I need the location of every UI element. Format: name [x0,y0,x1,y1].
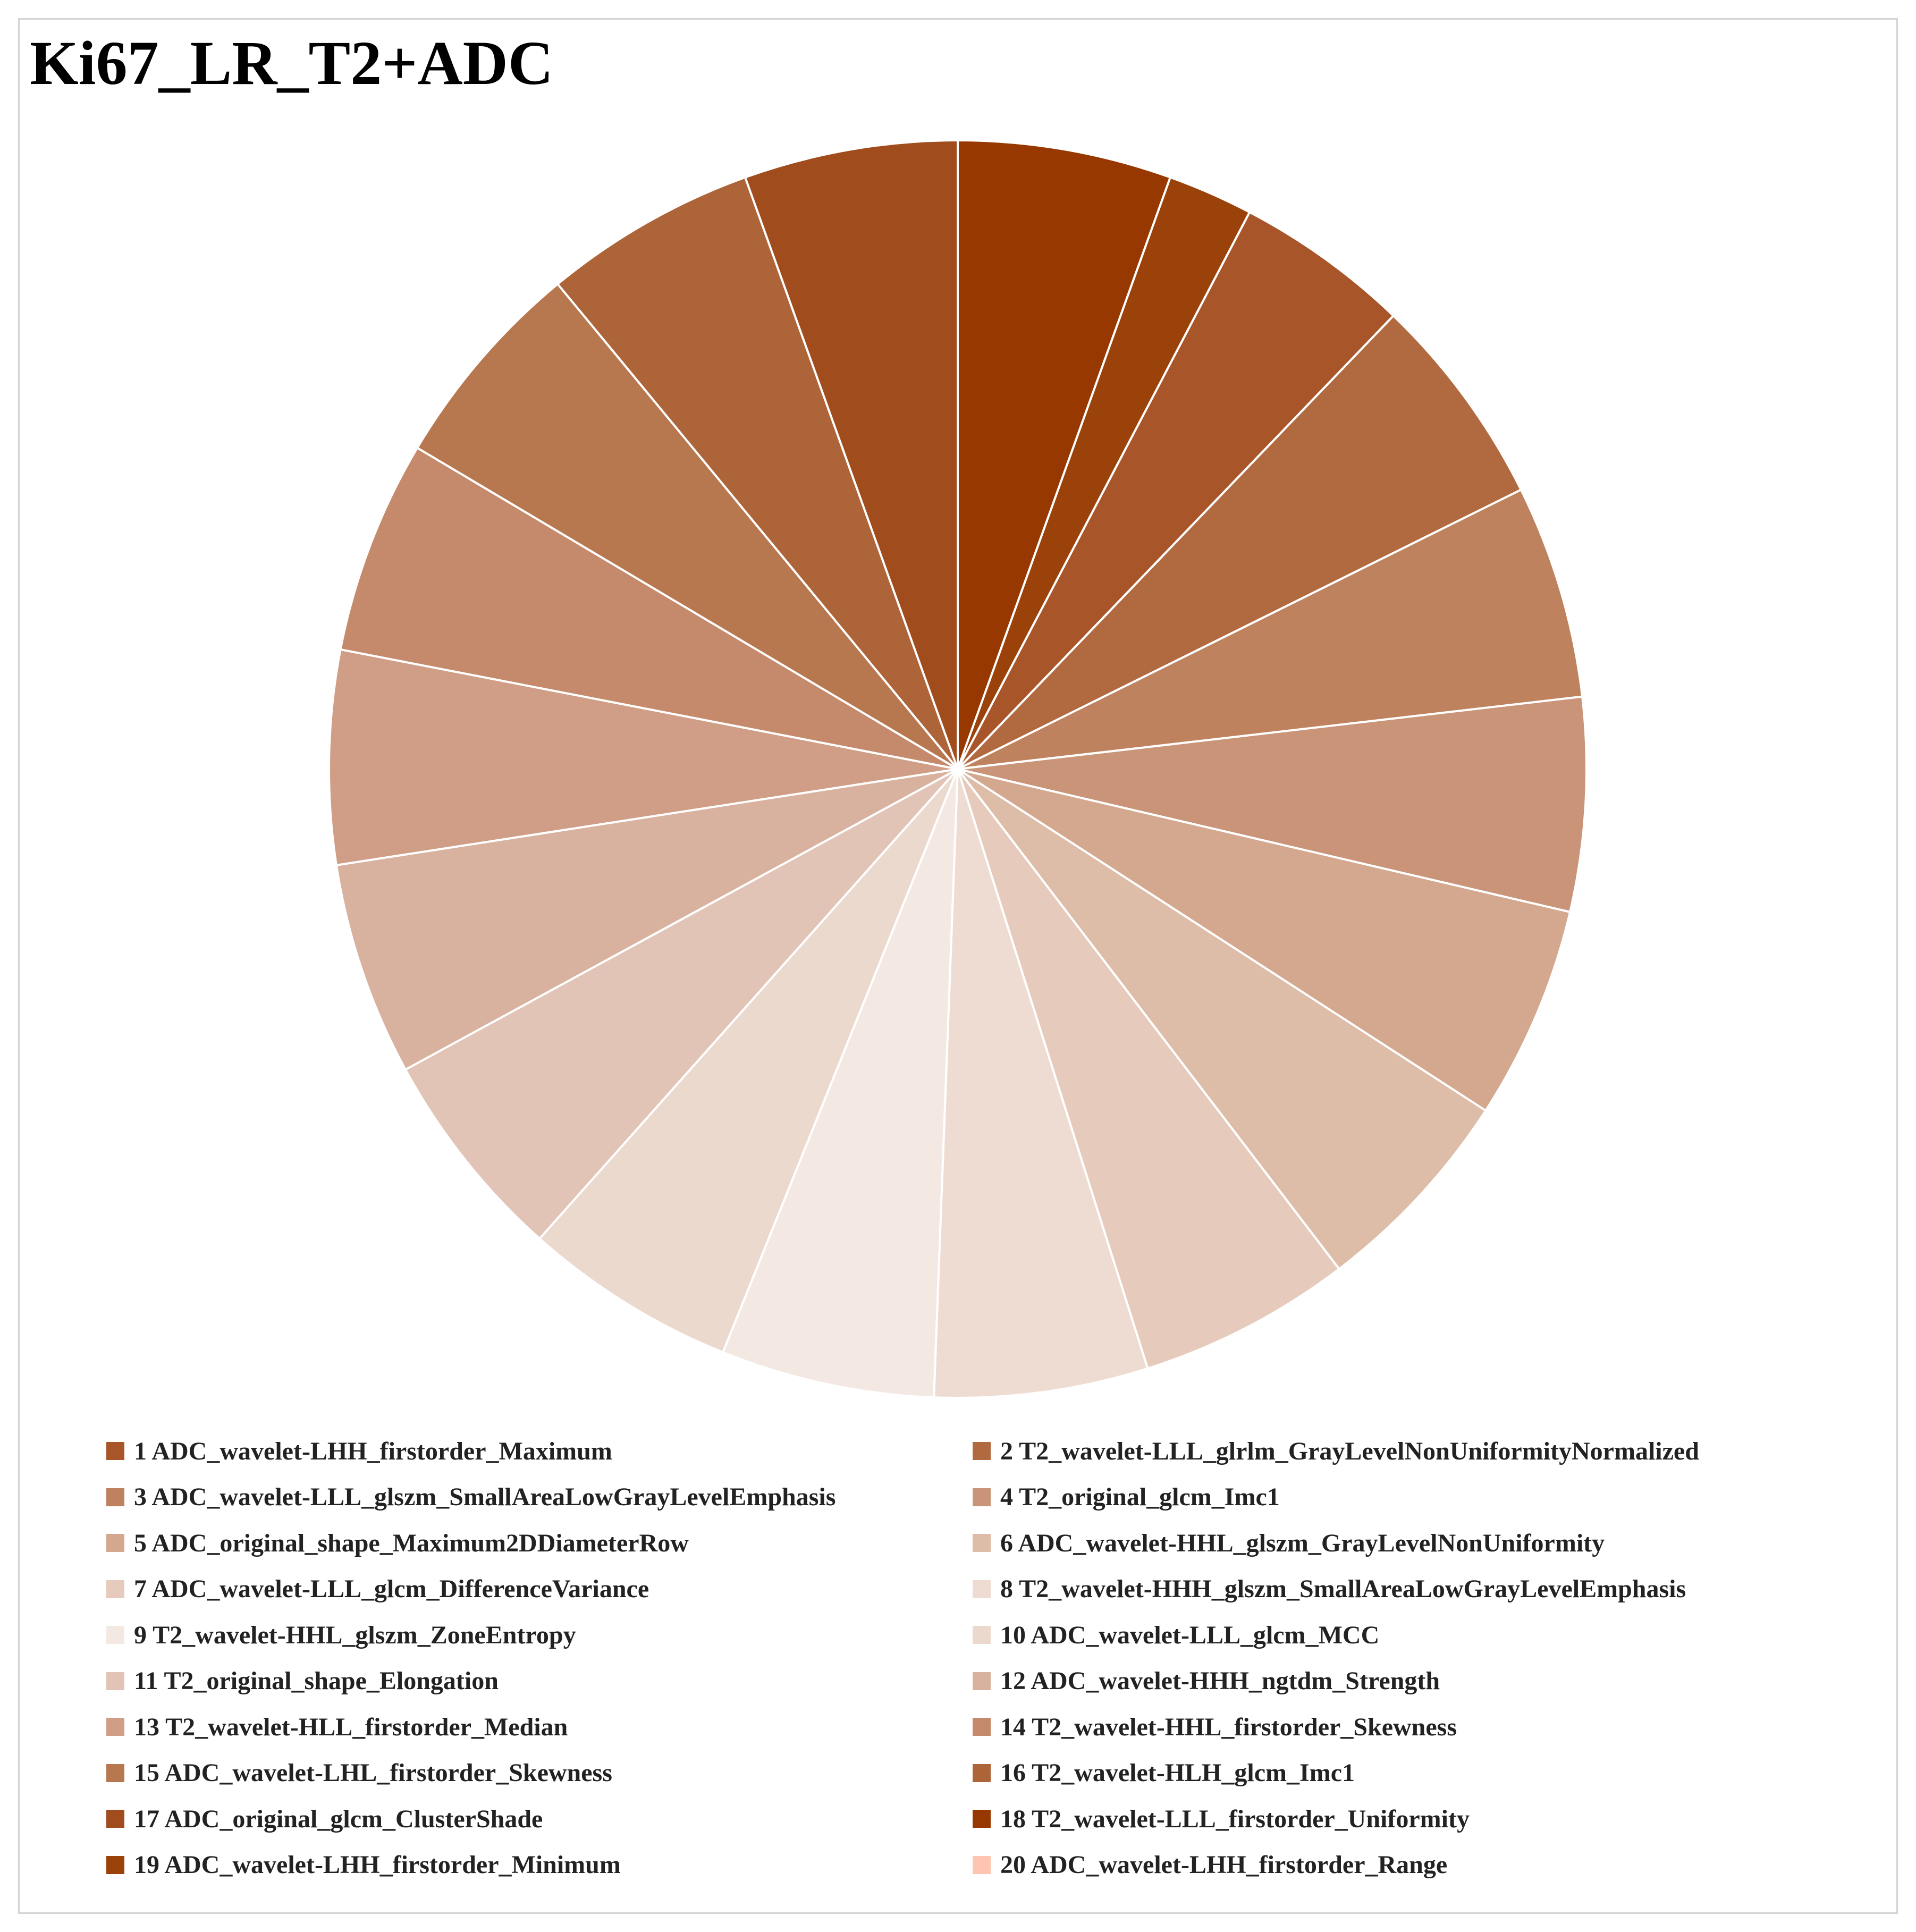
pie-slice-3 [957,488,1584,770]
legend-item-8: 8 T2_wavelet-HHH_glszm_SmallAreaLowGrayL… [973,1568,1686,1610]
pie-chart [328,139,1588,1399]
legend-item-2: 2 T2_wavelet-LLL_glrlm_GrayLevelNonUnifo… [973,1430,1699,1472]
pie-slice-16 [556,176,959,770]
legend-item-1: 1 ADC_wavelet-LHH_firstorder_Maximum [106,1430,612,1472]
legend-swatch [973,1626,991,1644]
legend-label: 17 ADC_original_glcm_ClusterShade [134,1804,543,1833]
legend-label: 14 T2_wavelet-HHL_firstorder_Skewness [1000,1712,1457,1741]
legend-label: 18 T2_wavelet-LLL_firstorder_Uniformity [1000,1804,1470,1833]
legend-item-20: 20 ADC_wavelet-LHH_firstorder_Range [973,1844,1447,1886]
legend-swatch [106,1718,124,1736]
legend-swatch [106,1855,124,1874]
pie-slice-6 [957,768,1488,1271]
legend-item-10: 10 ADC_wavelet-LLL_glcm_MCC [973,1614,1379,1656]
legend-swatch [973,1672,991,1690]
legend-item-13: 13 T2_wavelet-HLL_firstorder_Median [106,1706,568,1748]
legend-item-14: 14 T2_wavelet-HHL_firstorder_Skewness [973,1706,1457,1748]
legend-label: 4 T2_original_glcm_Imc1 [1000,1483,1280,1511]
pie-slices [328,139,1588,1399]
legend-label: 10 ADC_wavelet-LLL_glcm_MCC [1000,1621,1380,1649]
legend-item-6: 6 ADC_wavelet-HHL_glszm_GrayLevelNonUnif… [973,1522,1605,1564]
legend-label: 5 ADC_original_shape_Maximum2DDiameterRo… [134,1529,689,1557]
pie-slice-10 [538,768,959,1354]
legend-item-4: 4 T2_original_glcm_Imc1 [973,1476,1280,1518]
legend-swatch [106,1488,124,1506]
legend-label: 9 T2_wavelet-HHL_glszm_ZoneEntropy [134,1621,576,1649]
legend-swatch [973,1442,991,1460]
legend-swatch [973,1764,991,1782]
pie-slice-12 [335,768,958,1072]
legend-swatch [106,1442,124,1460]
legend-item-12: 12 ADC_wavelet-HHH_ngtdm_Strength [973,1660,1440,1702]
pie-slice-11 [404,768,959,1241]
legend-swatch [106,1672,124,1690]
legend-item-9: 9 T2_wavelet-HHL_glszm_ZoneEntropy [106,1614,576,1656]
legend-item-7: 7 ADC_wavelet-LLL_glcm_DifferenceVarianc… [106,1568,649,1610]
legend-swatch [973,1810,991,1828]
legend-item-11: 11 T2_original_shape_Elongation [106,1660,499,1702]
pie-slice-9 [721,769,959,1399]
legend-label: 12 ADC_wavelet-HHH_ngtdm_Strength [1000,1667,1440,1695]
legend-swatch [106,1534,124,1552]
legend-swatch [106,1810,124,1828]
pie-slice-7 [957,768,1341,1370]
pie-slice-13 [328,648,958,867]
pie-slice-14 [339,446,959,770]
legend-label: 2 T2_wavelet-LLL_glrlm_GrayLevelNonUnifo… [1000,1437,1699,1465]
chart-title: Ki67_LR_T2+ADC [30,28,554,98]
legend-label: 3 ADC_wavelet-LLL_glszm_SmallAreaLowGray… [134,1483,836,1511]
pie-slice-5 [957,768,1572,1112]
legend-swatch [973,1855,991,1874]
legend-item-15: 15 ADC_wavelet-LHL_firstorder_Skewness [106,1752,612,1794]
legend-label: 16 T2_wavelet-HLH_glcm_Imc1 [1000,1759,1355,1787]
legend-label: 7 ADC_wavelet-LLL_glcm_DifferenceVarianc… [134,1575,649,1603]
legend-label: 6 ADC_wavelet-HHL_glszm_GrayLevelNonUnif… [1000,1529,1605,1557]
legend-label: 15 ADC_wavelet-LHL_firstorder_Skewness [134,1759,612,1787]
legend-label: 13 T2_wavelet-HLL_firstorder_Median [134,1712,568,1741]
legend-swatch [106,1626,124,1644]
legend-label: 1 ADC_wavelet-LHH_firstorder_Maximum [134,1437,612,1465]
legend-swatch [973,1718,991,1736]
pie-slice-4 [957,695,1588,914]
legend-item-3: 3 ADC_wavelet-LLL_glszm_SmallAreaLowGray… [106,1476,835,1518]
pie-slice-18 [957,139,1172,770]
legend-item-16: 16 T2_wavelet-HLH_glcm_Imc1 [973,1752,1355,1794]
legend-swatch [973,1534,991,1552]
legend-item-18: 18 T2_wavelet-LLL_firstorder_Uniformity [973,1798,1470,1840]
pie-slice-1 [957,210,1395,770]
pie-slice-8 [933,769,1149,1399]
legend-item-19: 19 ADC_wavelet-LHH_firstorder_Minimum [106,1844,621,1886]
pie-slice-2 [957,314,1523,770]
legend-swatch [106,1580,124,1598]
legend-swatch [106,1764,124,1782]
legend-swatch [973,1488,991,1506]
legend-label: 8 T2_wavelet-HHH_glszm_SmallAreaLowGrayL… [1000,1575,1686,1603]
legend-item-17: 17 ADC_original_glcm_ClusterShade [106,1798,543,1840]
pie-slice-17 [744,139,959,770]
legend-item-5: 5 ADC_original_shape_Maximum2DDiameterRo… [106,1522,689,1564]
legend-label: 11 T2_original_shape_Elongation [134,1667,499,1695]
legend-swatch [973,1580,991,1598]
legend-label: 20 ADC_wavelet-LHH_firstorder_Range [1000,1851,1448,1879]
pie-slice-15 [416,282,959,770]
legend-label: 19 ADC_wavelet-LHH_firstorder_Minimum [134,1851,621,1879]
